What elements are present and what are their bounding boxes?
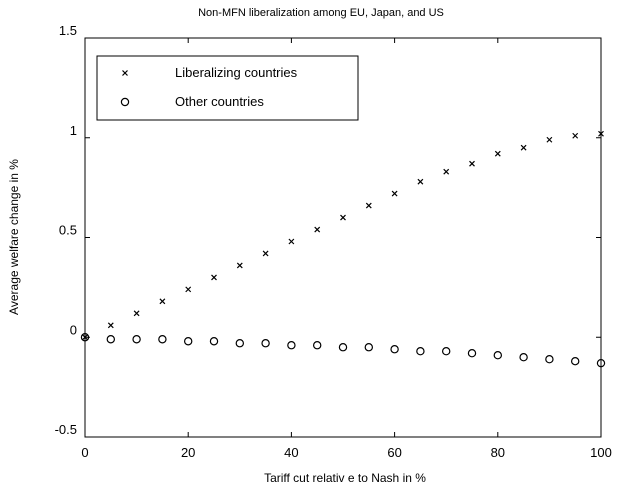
point-liberalizing-1 <box>107 322 114 329</box>
point-liberalizing-16-stroke-b <box>494 150 501 157</box>
point-liberalizing-18-stroke-b <box>546 136 553 143</box>
point-liberalizing-8-stroke-b <box>288 238 295 245</box>
y-axis-label: Average welfare change in % <box>7 159 21 315</box>
point-liberalizing-11-stroke-b <box>365 202 372 209</box>
point-other-18 <box>545 354 554 364</box>
point-other-19 <box>571 356 580 366</box>
point-liberalizing-14 <box>443 168 450 175</box>
point-other-5 <box>209 337 219 346</box>
point-liberalizing-15 <box>469 160 475 167</box>
axis-ticks: 0 20 40 60 80 100 -0.5 0 0.5 1 1.5 <box>55 23 612 460</box>
legend-marker-liberalizing-stroke-b <box>122 70 128 76</box>
point-liberalizing-2-stroke-b <box>133 310 140 317</box>
point-other-15 <box>467 349 477 358</box>
point-liberalizing-1-stroke-b <box>107 322 114 329</box>
point-liberalizing-15-stroke-b <box>469 160 475 167</box>
point-liberalizing-20 <box>598 130 604 137</box>
legend-box <box>96 55 359 121</box>
point-liberalizing-0-stroke-b <box>82 334 88 341</box>
y-tick-label-2: 0.5 <box>59 223 77 238</box>
point-liberalizing-3 <box>159 298 166 305</box>
point-other-16 <box>493 351 502 360</box>
point-other-10 <box>338 343 348 352</box>
point-liberalizing-14-stroke-b <box>443 168 450 175</box>
point-liberalizing-4-stroke-b <box>185 286 192 293</box>
point-liberalizing-18 <box>546 136 553 143</box>
legend: Liberalizing countries Other countries <box>96 55 359 121</box>
point-liberalizing-5 <box>211 274 217 281</box>
point-other-0 <box>80 333 90 342</box>
point-other-3 <box>158 335 167 344</box>
point-other-7 <box>261 339 270 348</box>
point-other-9 <box>313 341 322 350</box>
x-tick-label-0: 0 <box>81 445 88 460</box>
point-other-14 <box>442 347 451 356</box>
point-liberalizing-9 <box>314 226 321 233</box>
point-other-17 <box>519 353 528 362</box>
point-other-2 <box>132 335 141 344</box>
legend-marker-other <box>120 97 130 107</box>
point-liberalizing-8 <box>288 238 295 245</box>
point-liberalizing-13-stroke-b <box>417 178 424 185</box>
x-tick-label-4: 80 <box>491 445 505 460</box>
point-liberalizing-16 <box>494 150 501 157</box>
point-other-1 <box>106 335 116 344</box>
legend-label-liberalizing: Liberalizing countries <box>175 65 298 80</box>
y-tick-label-1: 0 <box>70 322 77 337</box>
point-liberalizing-7 <box>262 250 269 257</box>
point-liberalizing-0 <box>82 334 88 341</box>
x-tick-label-2: 40 <box>284 445 298 460</box>
point-liberalizing-11 <box>365 202 372 209</box>
legend-marker-liberalizing <box>122 70 128 76</box>
point-liberalizing-2 <box>133 310 140 317</box>
x-tick-label-3: 60 <box>387 445 401 460</box>
data-marks <box>80 130 606 368</box>
y-tick-label-3: 1 <box>70 123 77 138</box>
point-liberalizing-19-stroke-b <box>572 132 579 139</box>
point-liberalizing-9-stroke-b <box>314 226 321 233</box>
point-liberalizing-5-stroke-b <box>211 274 217 281</box>
point-other-4 <box>183 337 193 346</box>
point-liberalizing-12 <box>391 190 398 197</box>
point-other-11 <box>364 343 373 352</box>
chart-title: Non-MFN liberalization among EU, Japan, … <box>198 7 444 19</box>
x-tick-label-1: 20 <box>181 445 195 460</box>
point-other-8 <box>287 341 296 350</box>
point-other-13 <box>416 347 425 356</box>
point-other-20 <box>596 358 606 368</box>
point-liberalizing-6 <box>236 262 243 269</box>
point-other-12 <box>390 345 399 354</box>
point-liberalizing-17 <box>520 144 527 151</box>
y-tick-label-4: 1.5 <box>59 23 77 38</box>
y-tick-label-0: -0.5 <box>55 422 77 437</box>
point-other-6 <box>235 339 244 348</box>
point-liberalizing-17-stroke-b <box>520 144 527 151</box>
point-liberalizing-19 <box>572 132 579 139</box>
point-liberalizing-12-stroke-b <box>391 190 398 197</box>
point-liberalizing-6-stroke-b <box>236 262 243 269</box>
point-liberalizing-7-stroke-b <box>262 250 269 257</box>
point-liberalizing-10-stroke-b <box>340 214 346 221</box>
legend-label-other: Other countries <box>175 94 264 109</box>
x-tick-label-5: 100 <box>590 445 612 460</box>
point-liberalizing-10 <box>340 214 346 221</box>
point-liberalizing-3-stroke-b <box>159 298 166 305</box>
point-liberalizing-13 <box>417 178 424 185</box>
x-axis-label: Tariff cut relativ e to Nash in % <box>264 471 426 485</box>
point-liberalizing-4 <box>185 286 192 293</box>
point-liberalizing-20-stroke-b <box>598 130 604 137</box>
